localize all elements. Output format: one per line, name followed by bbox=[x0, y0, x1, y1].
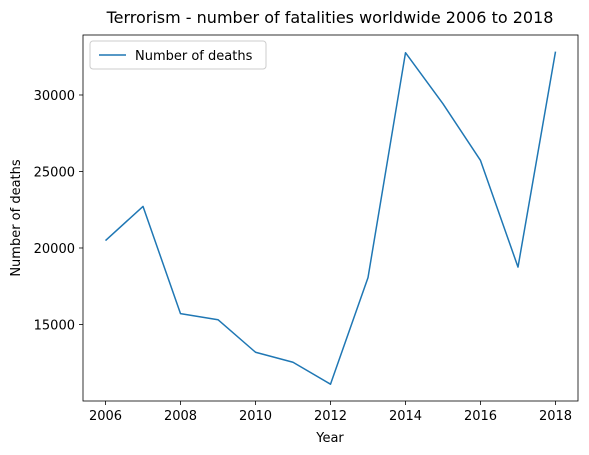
plot-area: 2006 2008 2010 2012 2014 2016 2018 15000 20000 25… bbox=[34, 34, 579, 424]
y-axis-label: Number of deaths bbox=[9, 159, 24, 277]
x-tick-label-2006: 2006 bbox=[89, 409, 122, 424]
x-tick-label-2016: 2016 bbox=[464, 409, 497, 424]
y-tick-label-20000: 20000 bbox=[34, 242, 75, 257]
x-tick-label-2014: 2014 bbox=[389, 409, 422, 424]
y-tick-label-30000: 30000 bbox=[34, 89, 75, 104]
legend-label-0: Number of deaths bbox=[135, 49, 253, 64]
series-line-0 bbox=[104, 51, 557, 385]
x-axis-label: Year bbox=[315, 431, 344, 446]
x-tick-label-2010: 2010 bbox=[239, 409, 272, 424]
x-tick-label-2012: 2012 bbox=[314, 409, 347, 424]
y-tick-label-15000: 15000 bbox=[34, 318, 75, 333]
axes-frame bbox=[82, 34, 579, 402]
chart-title: Terrorism - number of fatalities worldwi… bbox=[106, 8, 554, 27]
y-tick-label-25000: 25000 bbox=[34, 165, 75, 180]
x-tick-label-2008: 2008 bbox=[164, 409, 197, 424]
legend-box bbox=[89, 40, 267, 70]
x-tick-label-2018: 2018 bbox=[539, 409, 572, 424]
